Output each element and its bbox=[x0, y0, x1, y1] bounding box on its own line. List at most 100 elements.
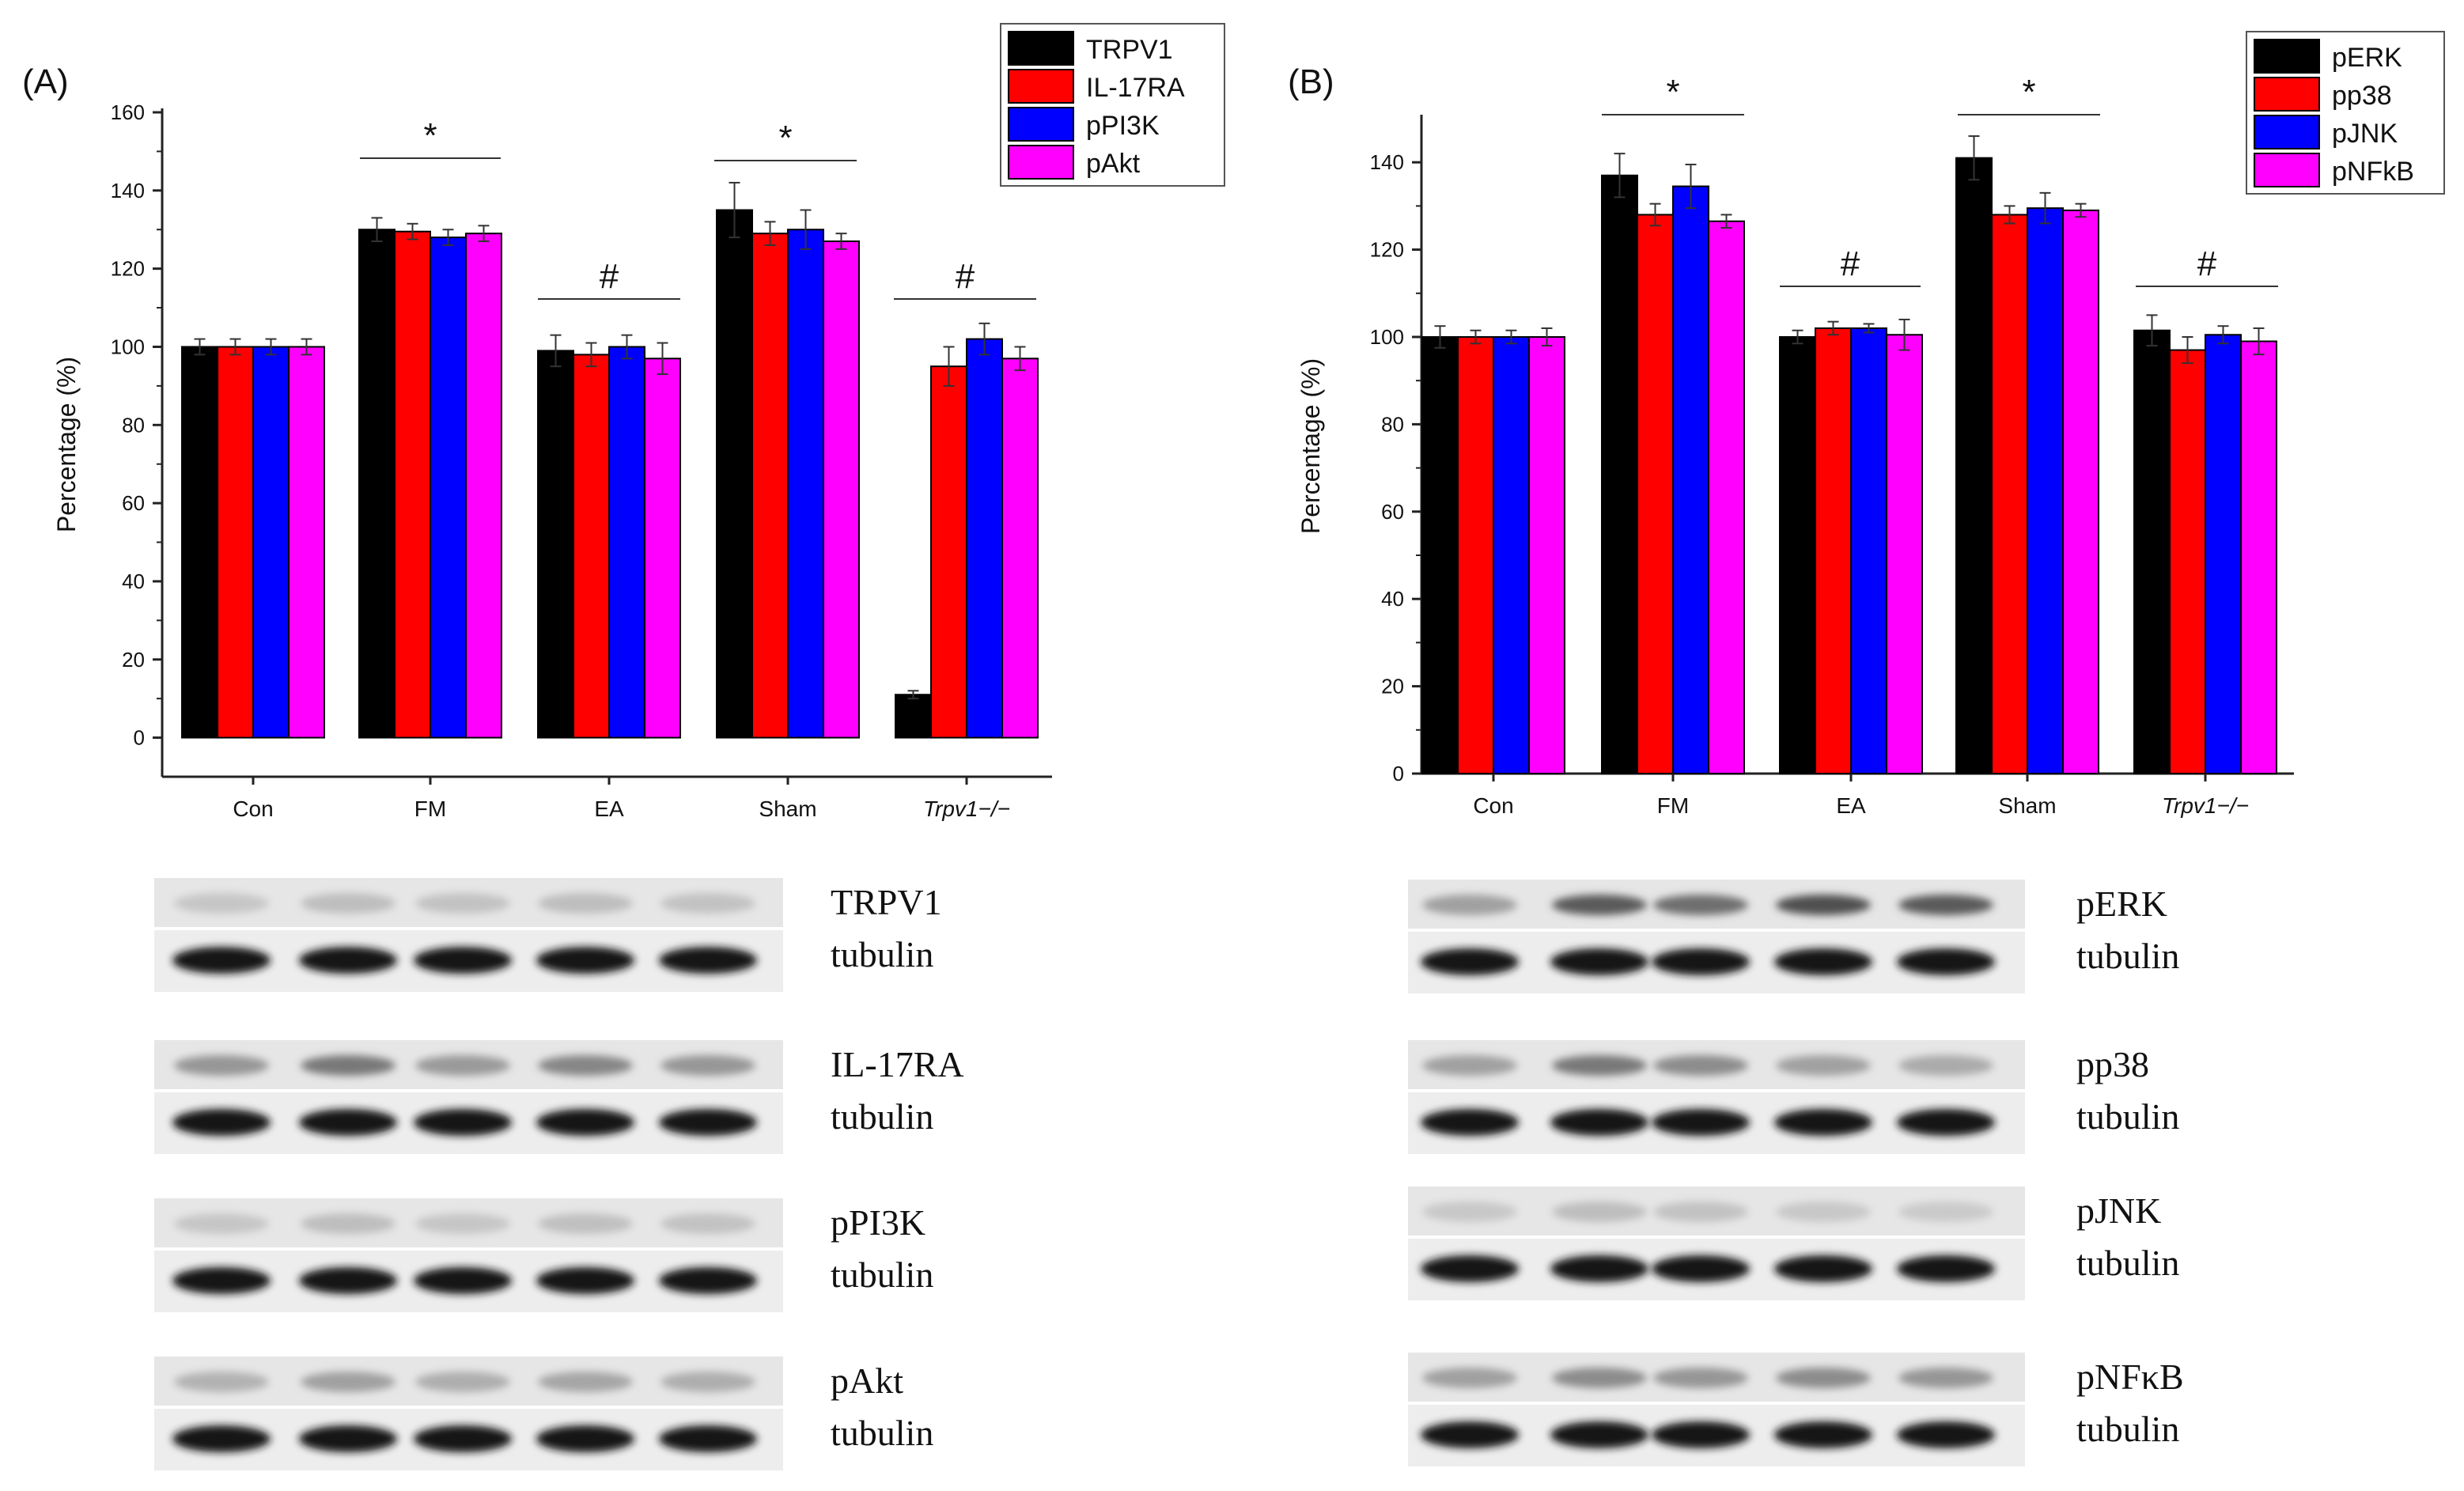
panel-a-tubulin-band bbox=[659, 1425, 757, 1452]
panel-b-legend-swatch bbox=[2254, 115, 2320, 149]
panel-a-target-band bbox=[301, 1213, 396, 1234]
panel-a-target-band bbox=[415, 1372, 510, 1392]
panel-b-tubulin-band bbox=[1897, 1421, 1995, 1448]
panel-a-blot-0: TRPV1 tubulin bbox=[154, 878, 942, 992]
panel-b-target-band bbox=[1898, 1368, 1993, 1388]
panel-b-bar-pjnk bbox=[1493, 336, 1530, 774]
panel-b-y-tick-label: 0 bbox=[1393, 762, 1404, 785]
panel-b-target-band bbox=[1552, 1202, 1647, 1222]
panel-b-legend-label: pp38 bbox=[2332, 81, 2392, 111]
panel-b-blot-target-label: pERK bbox=[2076, 884, 2167, 924]
panel-b-bar-pnfkb bbox=[1708, 220, 1745, 775]
panel-a-x-tick-label: Sham bbox=[759, 797, 816, 821]
panel-b-tubulin-band bbox=[1550, 948, 1648, 975]
panel-a-blot-target-label: IL-17RA bbox=[831, 1044, 964, 1084]
panel-a: (A) 0 20 40 60 80 100 120 140 160 Percentage (%) Co… bbox=[22, 23, 1225, 1470]
panel-b-target-band bbox=[1653, 1055, 1748, 1076]
panel-a-bar-ppi3k bbox=[252, 346, 290, 739]
panel-a-tubulin-band bbox=[414, 1267, 512, 1294]
panel-a-x-tick-label: EA bbox=[594, 797, 624, 821]
panel-b-target-band bbox=[1653, 895, 1748, 915]
panel-b-tubulin-band bbox=[1550, 1109, 1648, 1136]
panel-a-x-tick-label: Con bbox=[233, 797, 273, 821]
panel-a-blot-loading-label: tubulin bbox=[831, 934, 933, 974]
panel-b-blot-2: pJNK tubulin bbox=[1408, 1186, 2179, 1300]
panel-b-bar-perk bbox=[1421, 336, 1459, 774]
panel-b-blot-loading-label: tubulin bbox=[2076, 1409, 2179, 1449]
panel-a-x-tick-label: Trpv1−/− bbox=[923, 797, 1010, 821]
panel-b-legend-label: pNFkB bbox=[2332, 157, 2414, 187]
panel-a-target-band bbox=[415, 1213, 510, 1234]
panel-a-bar-trpv1 bbox=[358, 229, 396, 739]
panel-b-target-band bbox=[1898, 895, 1993, 915]
panel-b-x-tick-label: EA bbox=[1836, 793, 1866, 818]
panel-a-tubulin-band bbox=[414, 947, 512, 974]
panel-b-blot-loading-label: tubulin bbox=[2076, 1096, 2179, 1137]
panel-a-bar-ppi3k bbox=[787, 229, 824, 739]
panel-b-tubulin-band bbox=[1774, 1421, 1872, 1448]
panel-b-bar-perk bbox=[1955, 157, 1993, 774]
panel-b-tubulin-band bbox=[1652, 948, 1750, 975]
panel-a-y-tick-label: 160 bbox=[111, 100, 145, 124]
panel-b-bar-perk bbox=[1779, 336, 1816, 774]
panel-a-blot-loading-label: tubulin bbox=[831, 1254, 933, 1295]
panel-b-target-band bbox=[1422, 895, 1517, 915]
panel-a-blot-target-label: pPI3K bbox=[831, 1202, 925, 1243]
panel-b-bar-pjnk bbox=[1850, 327, 1887, 774]
panel-b-y-tick-label: 80 bbox=[1381, 412, 1404, 436]
panel-b-bar-perk bbox=[1601, 174, 1638, 774]
panel-b-blot-0: pERK tubulin bbox=[1408, 880, 2179, 993]
panel-a-bar-trpv1 bbox=[537, 350, 574, 739]
panel-b-target-band bbox=[1653, 1368, 1748, 1388]
panel-b-tubulin-band bbox=[1652, 1421, 1750, 1448]
panel-b-x-tick-label: Con bbox=[1473, 793, 1513, 818]
panel-b-bar-pp38 bbox=[1815, 327, 1852, 774]
panel-a-blot-target-label: pAkt bbox=[831, 1360, 903, 1401]
panel-b-bar-pnfkb bbox=[2062, 209, 2099, 775]
panel-b-significance-symbol: * bbox=[1666, 73, 1679, 112]
panel-a-legend-swatch bbox=[1008, 107, 1074, 142]
panel-b: (B) 0 20 40 60 80 100 120 140 Percentage (%) Con FM… bbox=[1288, 31, 2445, 1466]
panel-a-target-band bbox=[538, 1055, 633, 1076]
panel-b-x-tick-label: Sham bbox=[1998, 793, 2056, 818]
panel-b-tubulin-band bbox=[1897, 1109, 1995, 1136]
panel-b-blot-target-label: pNFκB bbox=[2076, 1357, 2184, 1397]
panel-b-label: (B) bbox=[1288, 62, 1334, 101]
panel-a-target-band bbox=[660, 1372, 755, 1392]
panel-a-tubulin-band bbox=[172, 1425, 271, 1452]
panel-b-target-band bbox=[1776, 895, 1871, 915]
panel-b-tubulin-band bbox=[1652, 1255, 1750, 1282]
panel-b-blot-target-label: pJNK bbox=[2076, 1190, 2161, 1231]
panel-a-y-tick-label: 80 bbox=[122, 413, 145, 437]
panel-b-y-tick-label: 60 bbox=[1381, 500, 1404, 524]
panel-b-legend-swatch bbox=[2254, 153, 2320, 187]
panel-a-y-axis-title: Percentage (%) bbox=[52, 357, 81, 532]
panel-b-y-tick-label: 120 bbox=[1370, 238, 1404, 262]
panel-b-target-band bbox=[1653, 1202, 1748, 1222]
panel-b-bar-pp38 bbox=[2169, 349, 2206, 774]
panel-a-significance-symbol: * bbox=[423, 116, 437, 155]
panel-b-legend-label: pERK bbox=[2332, 43, 2402, 73]
panel-b-bar-pnfkb bbox=[2240, 340, 2277, 774]
panel-b-target-band bbox=[1552, 1055, 1647, 1076]
panel-b-bar-pjnk bbox=[2027, 207, 2064, 775]
panel-b-blot-target-label: pp38 bbox=[2076, 1044, 2149, 1084]
panel-a-blot-2: pPI3K tubulin bbox=[154, 1198, 933, 1312]
panel-b-tubulin-band bbox=[1421, 1109, 1519, 1136]
panel-a-blot-target-label: TRPV1 bbox=[831, 882, 942, 922]
panel-a-target-band bbox=[301, 1055, 396, 1076]
panel-a-blot-3: pAkt tubulin bbox=[154, 1357, 933, 1470]
panel-a-bar-il-17ra bbox=[394, 230, 431, 739]
panel-a-x-tick-label: FM bbox=[414, 797, 446, 821]
panel-b-legend-swatch bbox=[2254, 39, 2320, 74]
panel-b-bar-pp38 bbox=[1637, 214, 1674, 774]
panel-a-legend-label: pAkt bbox=[1086, 149, 1141, 179]
panel-a-target-band bbox=[660, 1055, 755, 1076]
panel-b-blot-1: pp38 tubulin bbox=[1408, 1040, 2179, 1154]
panel-b-target-band bbox=[1776, 1368, 1871, 1388]
panel-b-tubulin-band bbox=[1421, 1421, 1519, 1448]
panel-b-bar-pp38 bbox=[1991, 214, 2028, 774]
panel-a-tubulin-band bbox=[536, 1425, 634, 1452]
panel-a-target-band bbox=[174, 1372, 269, 1392]
panel-a-bar-ppi3k bbox=[430, 237, 467, 739]
